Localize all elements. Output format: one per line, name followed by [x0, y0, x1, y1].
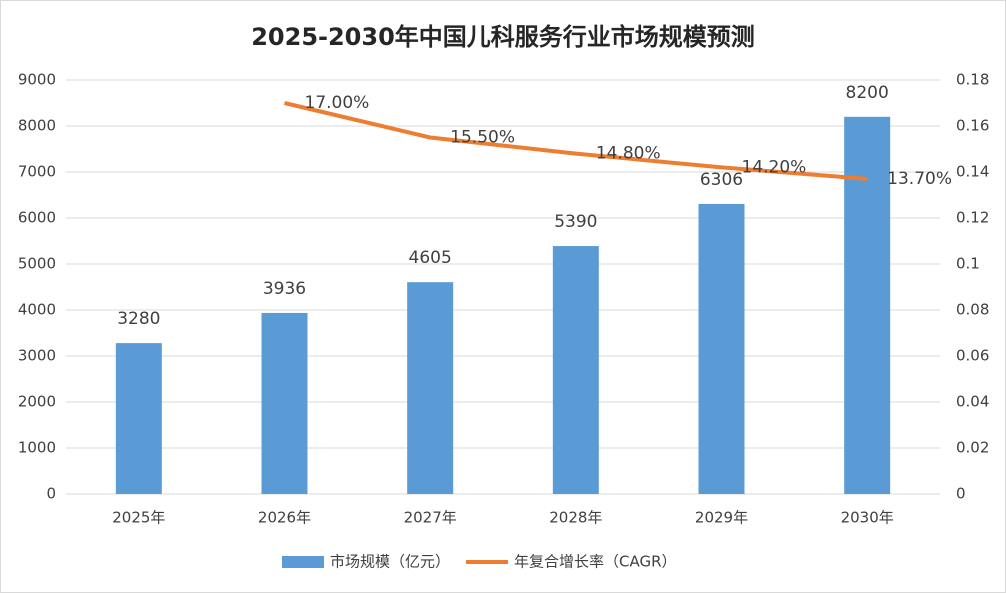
- bar-value-label: 3280: [117, 309, 160, 329]
- y-tick-label: 5000: [18, 255, 56, 273]
- line-value-label: 17.00%: [305, 93, 370, 113]
- y2-tick-label: 0.18: [956, 71, 989, 89]
- bar: [552, 246, 599, 494]
- x-tick-label: 2025年: [112, 509, 165, 527]
- bar: [115, 343, 162, 494]
- y-tick-label: 1000: [18, 439, 56, 457]
- bar-value-label: 6306: [700, 170, 743, 190]
- y2-tick-label: 0.16: [956, 117, 989, 135]
- x-tick-label: 2030年: [841, 509, 894, 527]
- line-value-label: 14.20%: [742, 157, 807, 177]
- y-tick-label: 7000: [18, 163, 56, 181]
- legend-label: 市场规模（亿元）: [330, 553, 450, 571]
- bar: [844, 116, 891, 495]
- y-tick-label: 3000: [18, 347, 56, 365]
- y-tick-label: 4000: [18, 301, 56, 319]
- y2-tick-label: 0.02: [956, 439, 989, 457]
- x-tick-label: 2029年: [695, 509, 748, 527]
- line-value-label: 14.80%: [596, 144, 661, 164]
- y2-tick-label: 0.1: [956, 255, 980, 273]
- x-tick-label: 2027年: [404, 509, 457, 527]
- bar: [698, 203, 745, 494]
- bar-value-label: 8200: [846, 83, 889, 103]
- y2-tick-label: 0: [956, 485, 966, 503]
- y-tick-label: 6000: [18, 209, 56, 227]
- y-tick-label: 9000: [18, 71, 56, 89]
- bar: [407, 282, 454, 494]
- legend-swatch: [282, 556, 324, 568]
- legend-label: 年复合增长率（CAGR）: [514, 553, 677, 571]
- x-tick-label: 2026年: [258, 509, 311, 527]
- y2-tick-label: 0.04: [956, 393, 989, 411]
- bar-value-label: 5390: [554, 212, 597, 232]
- y-tick-label: 0: [46, 485, 56, 503]
- y2-tick-label: 0.08: [956, 301, 989, 319]
- y-tick-label: 2000: [18, 393, 56, 411]
- line-value-label: 13.70%: [887, 169, 952, 189]
- chart-title: 2025-2030年中国儿科服务行业市场规模预测: [251, 23, 755, 51]
- x-tick-label: 2028年: [549, 509, 602, 527]
- y2-tick-label: 0.06: [956, 347, 989, 365]
- line-value-label: 15.50%: [450, 128, 515, 148]
- y-tick-label: 8000: [18, 117, 56, 135]
- line: [284, 101, 868, 181]
- bar-value-label: 4605: [409, 248, 452, 268]
- bar-value-label: 3936: [263, 279, 306, 299]
- y2-tick-label: 0.14: [956, 163, 989, 181]
- y2-tick-label: 0.12: [956, 209, 989, 227]
- bar: [261, 312, 308, 494]
